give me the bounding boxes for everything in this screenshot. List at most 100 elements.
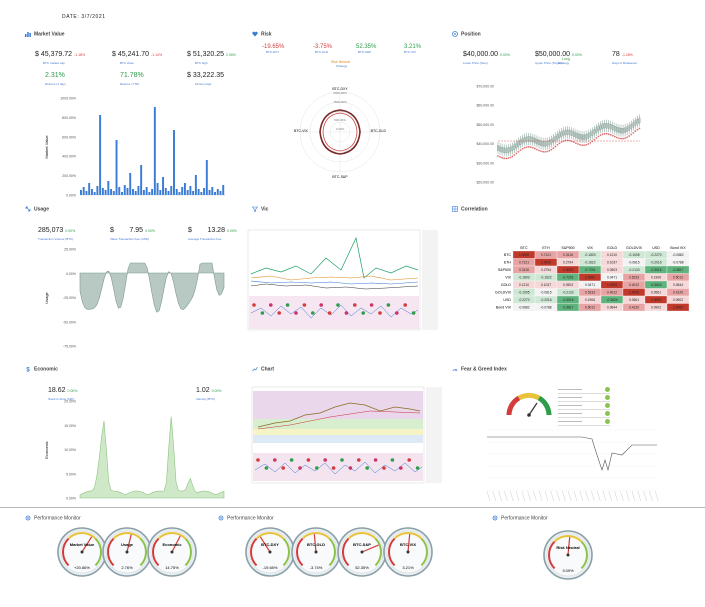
stat-value: 78 (612, 51, 620, 58)
candle (589, 132, 592, 138)
heatmap-cell-value: -0.0882 (672, 253, 683, 257)
pos-stat-days: 78 -1.28% Days to Breakeven (612, 43, 637, 65)
heatmap-cell-value: 0.5233 (629, 276, 639, 280)
usage-area-chart: Usage 25.00% 0.00% -25.00% -50.00% -75.00% (44, 248, 225, 349)
radar-tick-label: 0.00% (336, 127, 345, 131)
candle (583, 134, 585, 140)
performance-gauge: BTC-VIX 3.21% (383, 527, 433, 577)
stat-label: Velocity (BTC) (196, 397, 216, 401)
stop-marker (499, 156, 501, 158)
signal-dot (294, 311, 298, 315)
gauge-label: BTC-S&P (353, 542, 371, 547)
vic-series-dark (250, 283, 419, 290)
economic-area-chart: Economic 20.00% 15.00% 10.00% 5.00% 0.00% (44, 400, 225, 501)
candle (587, 133, 590, 139)
heatmap-col-label: Bond VIX (670, 246, 686, 250)
candle (564, 129, 567, 136)
stop-marker (634, 130, 637, 133)
vic-title: Vic (251, 206, 268, 212)
stat-value: 3.21% (404, 44, 422, 50)
heatmap-cell-value: 0.7121 (541, 253, 551, 257)
stat-label: BTC-GLD (315, 50, 329, 54)
heatmap-cell-value: 1.0000 (563, 268, 573, 272)
stat-label: Days to Breakeven (612, 61, 638, 65)
expand-arrows-icon (25, 206, 31, 212)
y-tick-label: $30,000.00 (476, 161, 494, 165)
candle (552, 137, 555, 143)
heatmap-cell-value: -0.0815 (628, 261, 639, 265)
candle (499, 146, 501, 152)
bar (131, 189, 134, 195)
stat-high: $ 51,320.25 2.06% BTC high (187, 43, 236, 65)
heatmap-cell-value: -0.3624 (606, 298, 617, 302)
market-value-title-text: Market Value (34, 31, 65, 38)
gauge-label: BTC-VIX (400, 542, 416, 547)
stat-pct: -1.14% (150, 53, 163, 57)
fear-greed-line (487, 436, 657, 472)
stop-marker (593, 138, 596, 141)
pos-strategy-label: Strategy (558, 61, 570, 65)
heatmap-col-label: GOLD (607, 246, 618, 250)
fear-greed-indicator-row (558, 402, 610, 410)
heatmap-cell-value: 0.0503 (607, 268, 617, 272)
bar (104, 190, 107, 195)
heatmap-cell-value: 0.7121 (519, 261, 529, 265)
y-axis-label: Economic (44, 441, 49, 459)
candle (521, 138, 524, 144)
stop-marker (624, 137, 626, 140)
bar (153, 107, 156, 195)
pos-strategy-value: Long (562, 57, 570, 61)
stat-ath: $ 33,222.35 All time high (187, 64, 224, 86)
heatmap-row-label: VIX (505, 276, 511, 280)
stat-returns-ytd: 71.78% Returns (YTD) (120, 64, 144, 86)
heatmap-cell-value: 0.1906 (585, 298, 595, 302)
y-tick-label: -50.00% (63, 320, 76, 324)
signal-dot (395, 311, 399, 315)
heatmap-col-label: USD (652, 246, 660, 250)
signal-dot (403, 303, 407, 307)
risk-stat-dxy: -19.65% BTC-DXY (262, 44, 284, 54)
signal-dot (415, 466, 420, 470)
chart-price-line (257, 402, 421, 428)
signal-dot (285, 303, 290, 307)
fear-greed-indicator-row (558, 410, 610, 418)
candle (636, 119, 639, 125)
candle (634, 120, 637, 126)
stop-marker (628, 135, 631, 137)
heatmap-cell-value: 1.0000 (607, 283, 617, 287)
heatmap-cell-value: 1.0000 (519, 253, 529, 257)
heart-icon (252, 31, 258, 37)
candle (540, 140, 542, 146)
stat-value: 52.35% (356, 44, 377, 50)
signal-dot (357, 458, 361, 462)
y-tick-label: $50,000.00 (476, 123, 494, 127)
heatmap-row-label: S&P500 (498, 268, 511, 272)
usage-title-text: Usage (34, 206, 50, 213)
section-divider (0, 507, 705, 508)
stat-label: BTC-S&P (358, 50, 372, 54)
gauge-needle (567, 537, 571, 556)
candle (503, 147, 506, 153)
candle (605, 123, 608, 129)
heatmap-cell-value: 0.3116 (519, 268, 529, 272)
radar-tick-label: 1500.00% (333, 100, 347, 104)
signal-dot (361, 311, 365, 315)
bar (186, 190, 189, 195)
stop-marker (599, 134, 602, 137)
stop-marker (562, 140, 565, 142)
gauge-needle (126, 534, 132, 553)
perf-title-text: Performance Monitor (501, 515, 548, 522)
heatmap-cell-value: -0.2270 (518, 298, 529, 302)
gauge-needle (259, 536, 271, 553)
gauge-needle (407, 534, 411, 553)
bar (173, 130, 175, 195)
heatmap-cell-value: -0.1005 (628, 253, 639, 257)
fear-greed-gauge (506, 392, 552, 417)
stop-marker (519, 149, 522, 152)
perf-title-text: Performance Monitor (227, 515, 274, 522)
usage-area-series (79, 262, 225, 313)
candle (497, 145, 499, 151)
stat-value: $ 51,320.25 (187, 51, 224, 58)
gauge-value: 14.75% (165, 565, 179, 570)
heatmap-cell-value: 0.1210 (607, 253, 617, 257)
